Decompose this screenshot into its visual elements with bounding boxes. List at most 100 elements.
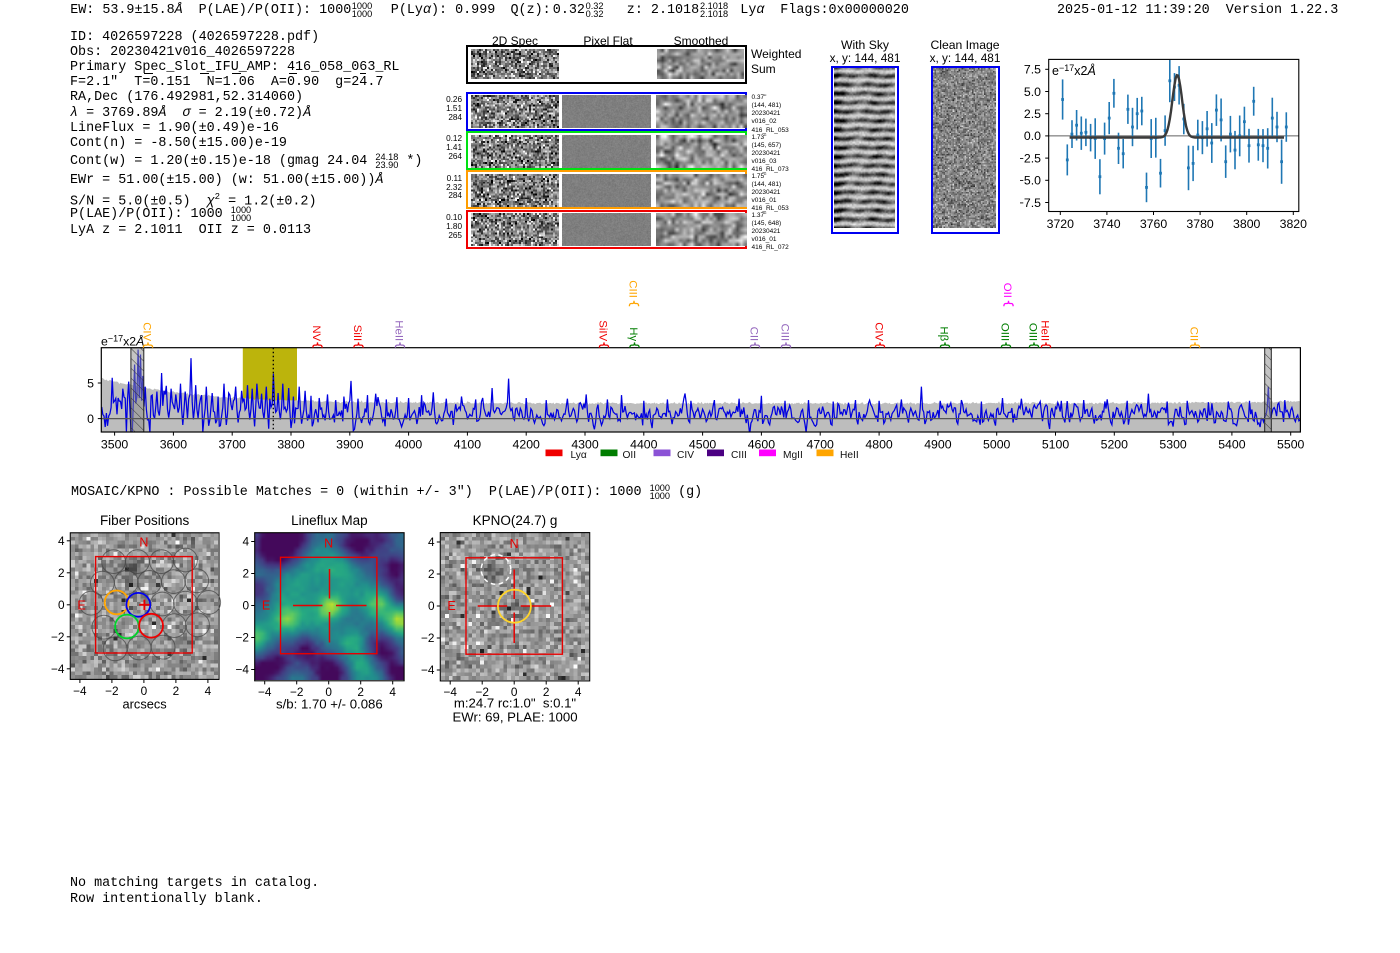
svg-text:4400: 4400 (630, 438, 658, 452)
svg-text:0: 0 (428, 599, 435, 613)
svg-text:4: 4 (428, 535, 435, 549)
svg-text:CIV: CIV (873, 322, 885, 341)
svg-text:3800: 3800 (277, 438, 305, 452)
svg-text:CIII: CIII (779, 323, 791, 341)
svg-text:−4: −4 (51, 662, 65, 676)
svg-text:3780: 3780 (1186, 217, 1214, 231)
svg-text:−2: −2 (421, 631, 434, 645)
svg-text:−2: −2 (475, 685, 488, 699)
svg-text:2: 2 (428, 567, 435, 581)
svg-text:N: N (510, 537, 519, 551)
svg-text:SiII: SiII (351, 325, 363, 341)
svg-text:2: 2 (242, 567, 249, 581)
svg-text:0: 0 (325, 685, 332, 699)
svg-text:2.5: 2.5 (1024, 107, 1041, 121)
svg-text:CIV: CIV (141, 322, 153, 341)
svg-text:m:24.7 rc:1.0" s:0.1": m:24.7 rc:1.0" s:0.1" (454, 696, 577, 711)
svg-text:SiIV: SiIV (597, 320, 609, 341)
svg-text:4000: 4000 (395, 438, 423, 452)
svg-text:CIV: CIV (677, 450, 694, 461)
svg-text:arcsecs: arcsecs (123, 697, 167, 712)
svg-text:Fiber Positions: Fiber Positions (100, 513, 190, 528)
svg-text:2: 2 (173, 684, 180, 698)
svg-text:2: 2 (357, 685, 364, 699)
svg-text:OIII: OIII (1027, 323, 1039, 341)
svg-text:4100: 4100 (454, 438, 482, 452)
svg-text:Hγ: Hγ (627, 327, 639, 341)
svg-text:0: 0 (511, 685, 518, 699)
svg-text:Hβ: Hβ (938, 326, 950, 341)
svg-text:HeII: HeII (1039, 320, 1051, 341)
svg-text:E: E (262, 599, 270, 613)
svg-text:3800: 3800 (1233, 217, 1261, 231)
svg-text:4900: 4900 (924, 438, 952, 452)
svg-text:CII: CII (1188, 327, 1200, 342)
svg-text:−4: −4 (73, 684, 87, 698)
svg-text:5300: 5300 (1159, 438, 1187, 452)
svg-text:4: 4 (242, 535, 249, 549)
svg-text:−2: −2 (290, 685, 303, 699)
svg-text:0: 0 (242, 599, 249, 613)
svg-text:3760: 3760 (1140, 217, 1168, 231)
svg-text:5100: 5100 (1042, 438, 1070, 452)
svg-text:4500: 4500 (689, 438, 717, 452)
svg-text:KPNO(24.7) g: KPNO(24.7) g (473, 513, 558, 528)
svg-text:e−17x2Å: e−17x2Å (1052, 63, 1096, 78)
svg-text:4700: 4700 (807, 438, 835, 452)
svg-text:2: 2 (58, 566, 65, 580)
svg-text:−2: −2 (236, 631, 249, 645)
svg-text:OII: OII (623, 450, 637, 461)
svg-text:3600: 3600 (160, 438, 188, 452)
svg-text:−4: −4 (443, 685, 457, 699)
svg-text:CIII: CIII (627, 280, 639, 298)
svg-text:0.0: 0.0 (1024, 129, 1041, 143)
svg-text:−7.5: −7.5 (1020, 196, 1041, 210)
svg-text:0: 0 (141, 684, 148, 698)
svg-text:4: 4 (205, 684, 212, 698)
svg-text:2: 2 (543, 685, 550, 699)
svg-text:3740: 3740 (1093, 217, 1121, 231)
svg-text:−2.5: −2.5 (1020, 151, 1041, 165)
svg-text:−5.0: −5.0 (1020, 174, 1041, 188)
svg-text:3700: 3700 (219, 438, 247, 452)
svg-text:CIII: CIII (731, 450, 747, 461)
svg-text:OII: OII (1001, 283, 1013, 298)
svg-text:−4: −4 (236, 663, 250, 677)
svg-text:5400: 5400 (1218, 438, 1246, 452)
svg-text:CII: CII (748, 327, 760, 342)
svg-text:Lineflux Map: Lineflux Map (291, 513, 368, 528)
svg-text:4600: 4600 (748, 438, 776, 452)
svg-text:3500: 3500 (101, 438, 129, 452)
svg-text:5200: 5200 (1101, 438, 1129, 452)
svg-text:4300: 4300 (571, 438, 599, 452)
svg-text:EWr: 69, PLAE: 1000: EWr: 69, PLAE: 1000 (452, 710, 577, 725)
svg-text:HeII: HeII (840, 450, 859, 461)
svg-text:3820: 3820 (1280, 217, 1308, 231)
svg-text:−4: −4 (258, 685, 272, 699)
svg-text:e−17x2Å: e−17x2Å (101, 334, 144, 349)
svg-text:5.0: 5.0 (1024, 85, 1041, 99)
svg-text:OIII: OIII (999, 323, 1011, 341)
svg-text:4: 4 (58, 534, 65, 548)
svg-text:7.5: 7.5 (1024, 63, 1041, 77)
svg-text:N: N (139, 536, 148, 550)
svg-text:N: N (324, 537, 333, 551)
svg-text:−2: −2 (105, 684, 118, 698)
svg-text:0: 0 (58, 598, 65, 612)
svg-text:5500: 5500 (1277, 438, 1305, 452)
svg-text:−2: −2 (51, 630, 64, 644)
svg-text:Lyα: Lyα (571, 450, 587, 461)
svg-text:E: E (77, 598, 85, 612)
svg-text:4: 4 (575, 685, 582, 699)
svg-text:s/b: 1.70 +/- 0.086: s/b: 1.70 +/- 0.086 (276, 697, 383, 712)
svg-text:−4: −4 (421, 663, 435, 677)
svg-text:5: 5 (87, 376, 94, 390)
svg-text:4800: 4800 (865, 438, 893, 452)
svg-text:4200: 4200 (513, 438, 541, 452)
svg-text:E: E (447, 599, 455, 613)
svg-text:MgII: MgII (783, 450, 803, 461)
svg-text:5000: 5000 (983, 438, 1011, 452)
svg-text:3720: 3720 (1047, 217, 1075, 231)
svg-text:4: 4 (389, 685, 396, 699)
svg-text:HeII: HeII (393, 320, 405, 341)
